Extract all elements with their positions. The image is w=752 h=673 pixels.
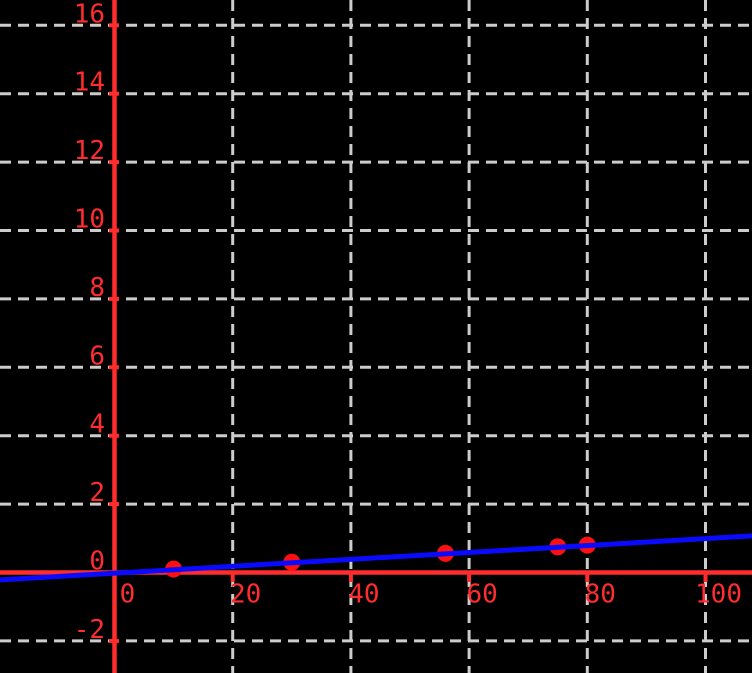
y-tick-label: 6 <box>89 341 105 371</box>
y-tick-label: 8 <box>89 273 105 303</box>
y-tick-label: 14 <box>74 68 105 98</box>
x-tick-label: 100 <box>695 580 742 610</box>
x-tick-label: 20 <box>230 580 261 610</box>
y-tick-label: 0 <box>89 547 105 577</box>
y-tick-label: -2 <box>74 615 105 645</box>
series-layer <box>0 533 752 583</box>
x-tick-label: 0 <box>120 580 136 610</box>
y-tick-label: 10 <box>74 205 105 235</box>
x-tick-label: 80 <box>585 580 616 610</box>
fit-line <box>0 533 752 583</box>
y-tick-label: 2 <box>89 478 105 508</box>
y-tick-label: 4 <box>89 410 105 440</box>
y-tick-label: 16 <box>74 0 105 29</box>
y-tick-label: 12 <box>74 136 105 166</box>
x-tick-label: 40 <box>348 580 379 610</box>
x-tick-label: 60 <box>466 580 497 610</box>
